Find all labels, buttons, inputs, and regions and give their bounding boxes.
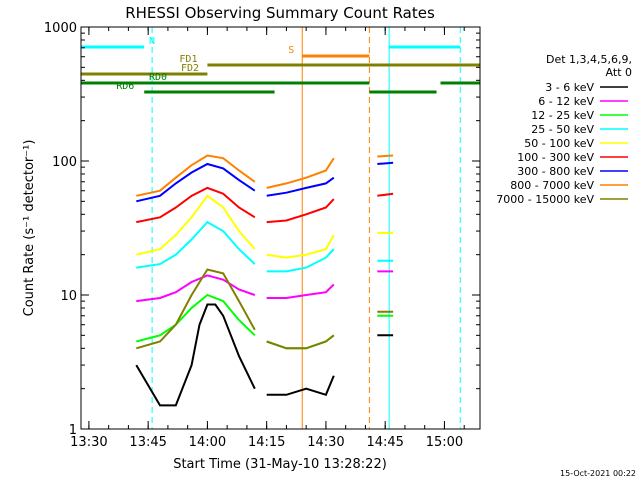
x-tick-label: 14:45 [366,435,403,450]
series-line [377,161,394,165]
legend-header: Att 0 [606,66,632,79]
series-line [136,293,256,343]
legend-entry: 300 - 800 keV [517,165,594,178]
legend-header: Det 1,3,4,5,6,9, [546,53,632,66]
plot-frame [80,26,481,430]
series-line [135,303,256,407]
x-tick-label: 14:30 [307,435,344,450]
series-line [136,274,256,303]
x-axis-label: Start Time (31-May-10 13:28:22) [173,457,387,472]
series-line [266,198,335,224]
legend-entry: 12 - 25 keV [531,109,594,122]
legend-entry: 50 - 100 keV [524,137,594,150]
legend-entry: 7000 - 15000 keV [496,193,594,206]
legend-entry: 3 - 6 keV [545,81,594,94]
flag-label: N [149,36,155,47]
series-line [266,176,335,197]
x-tick-label: 14:15 [248,435,285,450]
flag-label: RD6 [116,81,134,92]
flag-label: S [288,45,294,56]
x-tick-label: 13:30 [70,435,107,450]
series-line [266,234,335,259]
series-line [266,334,335,350]
y-axis-label: Count Rate (s⁻¹ detector⁻¹) [22,140,37,317]
x-tick-label: 15:00 [426,435,463,450]
series-line [136,162,256,203]
series-line [377,192,394,197]
legend-entry: 100 - 300 keV [517,151,594,164]
chart-title: RHESSI Observing Summary Count Rates [125,4,435,22]
flag-label: FD2 [181,63,199,74]
series-line [266,157,335,189]
legend-entry: 6 - 12 keV [538,95,594,108]
series-line [136,186,256,224]
series-line [136,154,256,197]
legend-entry: 800 - 7000 keV [510,179,594,192]
flag-label: FD1 [179,54,197,65]
y-tick-label: 10 [60,289,77,304]
series-line [377,154,394,158]
footer-timestamp: 15-Oct-2021 00:22 [560,469,636,478]
flag-label: RD0 [149,72,167,83]
y-tick-label: 1 [69,423,77,438]
series-line [266,283,335,299]
x-tick-label: 14:00 [189,435,226,450]
x-tick-label: 13:45 [129,435,166,450]
series-line [136,194,256,256]
series-line [266,248,335,273]
legend-entry: 25 - 50 keV [531,123,594,136]
series-line [136,268,256,350]
series-line [266,375,335,397]
y-tick-label: 100 [52,155,77,170]
series-line [136,220,256,269]
y-tick-label: 1000 [44,21,77,36]
